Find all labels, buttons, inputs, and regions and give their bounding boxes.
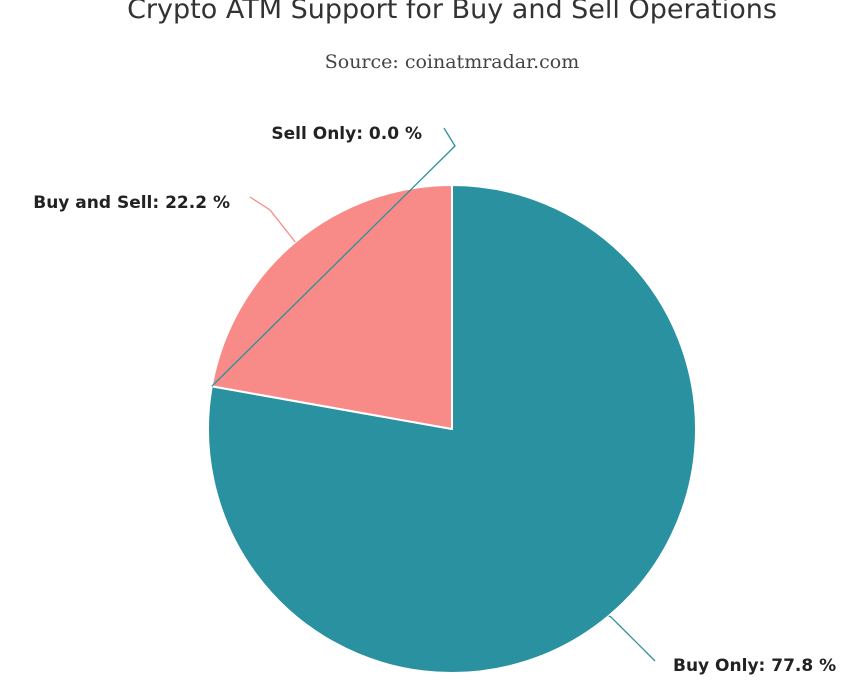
pie-slice-buy-and-sell[interactable]: [210, 184, 453, 430]
label-connectors: [211, 127, 656, 662]
chart-subtitle: Source: coinatmradar.com: [325, 51, 580, 73]
connector-buy-only: [608, 615, 656, 662]
slice-labels: Buy Only: 77.8 % Sell Only: 0.0 % Buy and …: [33, 124, 836, 676]
data-label-buy-and-sell: Buy and Sell: 22.2 %: [33, 193, 230, 213]
chart-title: Crypto ATM Support for Buy and Sell Oper…: [127, 0, 777, 25]
connector-buy-and-sell: [249, 196, 296, 243]
pie-slices: [207, 184, 697, 674]
data-label-sell-only: Sell Only: 0.0 %: [271, 124, 422, 144]
data-label-buy-only: Buy Only: 77.8 %: [673, 656, 836, 676]
connector-sell-only: [211, 127, 456, 387]
